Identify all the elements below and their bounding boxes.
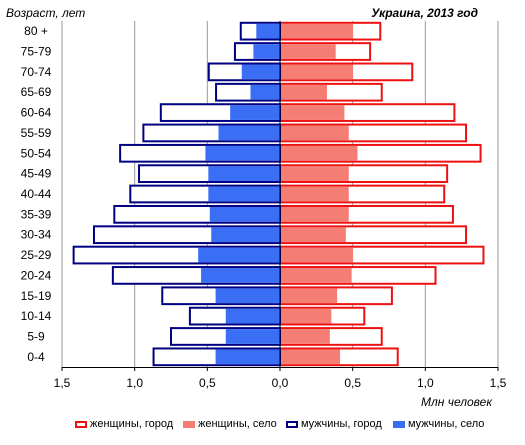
legend: женщины, город женщины, село мужчины, го… xyxy=(0,418,525,438)
men-village-bar xyxy=(250,84,280,100)
age-label: 45-49 xyxy=(21,167,52,181)
women-village-bar xyxy=(280,227,346,243)
men-village-bar xyxy=(215,288,280,304)
y-axis-title: Возраст, лет xyxy=(6,6,85,20)
age-label: 25-29 xyxy=(21,248,52,262)
legend-swatch-men-city xyxy=(286,420,298,428)
age-label: 70-74 xyxy=(21,65,52,79)
men-village-bar xyxy=(208,186,280,202)
age-label: 60-64 xyxy=(21,106,52,120)
age-label: 65-69 xyxy=(21,85,52,99)
women-village-bar xyxy=(280,125,349,141)
age-label: 0-4 xyxy=(27,350,45,364)
age-label: 5-9 xyxy=(27,329,45,343)
x-tick-label: 1,5 xyxy=(490,376,507,390)
men-village-bar xyxy=(241,64,280,80)
legend-item-women-city: женщины, город xyxy=(75,418,173,430)
x-tick-label: 0,5 xyxy=(199,376,216,390)
women-village-bar xyxy=(280,145,358,161)
men-village-bar xyxy=(218,125,280,141)
x-tick-label: 0,5 xyxy=(344,376,361,390)
women-village-bar xyxy=(280,64,354,80)
bars xyxy=(72,21,485,367)
age-label: 50-54 xyxy=(21,146,52,160)
men-village-bar xyxy=(225,329,280,344)
age-label: 35-39 xyxy=(21,207,52,221)
x-tick-label: 1,0 xyxy=(417,376,434,390)
men-village-bar xyxy=(230,105,280,120)
x-axis-title: Млн человек xyxy=(421,395,493,409)
men-village-bar xyxy=(215,349,280,365)
women-village-bar xyxy=(280,105,345,120)
age-label: 20-24 xyxy=(21,268,52,282)
chart-title: Украина, 2013 год xyxy=(371,6,478,20)
age-label: 80 + xyxy=(24,24,48,38)
women-village-bar xyxy=(280,186,349,202)
women-village-bar xyxy=(280,329,330,344)
age-label: 30-34 xyxy=(21,228,52,242)
legend-item-men-city: мужчины, город xyxy=(286,418,382,430)
legend-label-men-village: мужчины, село xyxy=(408,418,485,430)
women-village-bar xyxy=(280,166,349,182)
men-village-bar xyxy=(225,308,280,324)
legend-label-women-village: женщины, село xyxy=(198,418,277,430)
women-village-bar xyxy=(280,288,338,304)
men-village-bar xyxy=(205,145,280,161)
age-label: 10-14 xyxy=(21,309,52,323)
legend-swatch-women-city xyxy=(75,420,87,428)
women-village-bar xyxy=(280,84,327,100)
men-village-bar xyxy=(208,166,280,182)
legend-item-women-village: женщины, село xyxy=(183,418,277,430)
age-label: 55-59 xyxy=(21,126,52,140)
women-village-bar xyxy=(280,44,336,59)
x-tick-label: 1,0 xyxy=(126,376,143,390)
age-label: 15-19 xyxy=(21,289,52,303)
x-tick-label: 0,0 xyxy=(272,376,289,390)
age-label: 75-79 xyxy=(21,45,52,59)
men-village-bar xyxy=(201,268,280,283)
women-village-bar xyxy=(280,308,332,324)
age-label: 40-44 xyxy=(21,187,52,201)
x-tick-label: 1,5 xyxy=(54,376,71,390)
x-tick-labels: 1,5 1,0 0,5 0,0 0,5 1,0 1,5 xyxy=(54,367,507,390)
age-group-labels: 80 + 75-79 70-74 65-69 60-64 55-59 50-54 45-49 4… xyxy=(21,24,52,364)
legend-swatch-men-village xyxy=(393,420,405,428)
legend-label-women-city: женщины, город xyxy=(90,418,174,430)
men-village-bar xyxy=(209,206,280,222)
women-village-bar xyxy=(280,349,341,365)
women-village-bar xyxy=(280,206,349,222)
legend-item-men-village: мужчины, село xyxy=(393,418,484,430)
men-village-bar xyxy=(211,227,280,243)
men-village-bar xyxy=(256,23,280,39)
legend-swatch-women-village xyxy=(183,420,195,428)
legend-label-men-city: мужчины, город xyxy=(301,418,382,430)
women-village-bar xyxy=(280,23,354,39)
women-village-bar xyxy=(280,247,354,263)
men-village-bar xyxy=(253,44,280,59)
men-village-bar xyxy=(198,247,280,263)
women-village-bar xyxy=(280,268,352,283)
